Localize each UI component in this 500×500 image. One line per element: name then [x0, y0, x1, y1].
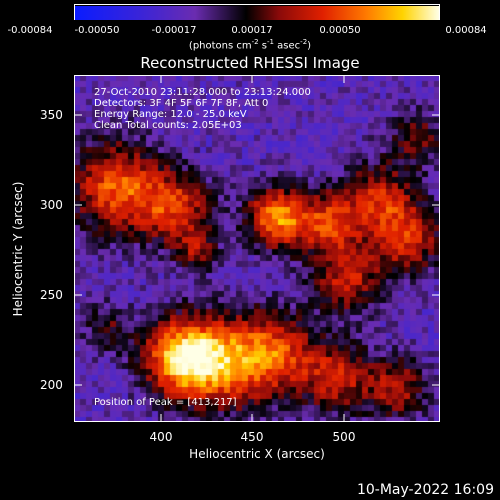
x-tick-label: 500 [332, 430, 356, 444]
plot-area: 27-Oct-2010 23:11:28.000 to 23:13:24.000… [74, 75, 440, 422]
y-tick-label: 250 [40, 288, 63, 302]
clean-counts-label: Clean Total counts: 2.05E+03 [94, 120, 242, 131]
colorbar-tick: 0.00084 [445, 25, 487, 36]
time-range-label: 27-Oct-2010 23:11:28.000 to 23:13:24.000 [94, 87, 311, 98]
rhessi-image-map [74, 75, 440, 422]
peak-position-label: Position of Peak = [413,217] [94, 397, 237, 408]
plot-frame [74, 75, 440, 422]
x-tick-label: 400 [149, 430, 173, 444]
colorbar-gradient [75, 6, 439, 20]
y-tick-label: 200 [40, 378, 63, 392]
colorbar-tick: -0.00017 [151, 25, 197, 36]
colorbar-tick: -0.00084 [7, 25, 53, 36]
y-tick-label: 300 [40, 198, 63, 212]
image-title: Reconstructed RHESSI Image [140, 54, 360, 72]
colorbar [74, 4, 440, 20]
colorbar-tick: -0.00050 [74, 25, 120, 36]
colorbar-tick: 0.00050 [319, 25, 361, 36]
energy-range-label: Energy Range: 12.0 - 25.0 keV [94, 109, 247, 120]
y-axis-label: Heliocentric Y (arcsec) [11, 181, 25, 317]
detectors-label: Detectors: 3F 4F 5F 6F 7F 8F, Att 0 [94, 98, 269, 109]
y-tick-label: 350 [40, 108, 63, 122]
x-axis-label: Heliocentric X (arcsec) [189, 447, 325, 461]
x-tick-label: 450 [240, 430, 264, 444]
timestamp-footer: 10-May-2022 16:09 [356, 482, 494, 498]
colorbar-units: (photons cm-2 s-1 asec-2) [188, 38, 312, 52]
colorbar-tick: 0.00017 [231, 25, 273, 36]
